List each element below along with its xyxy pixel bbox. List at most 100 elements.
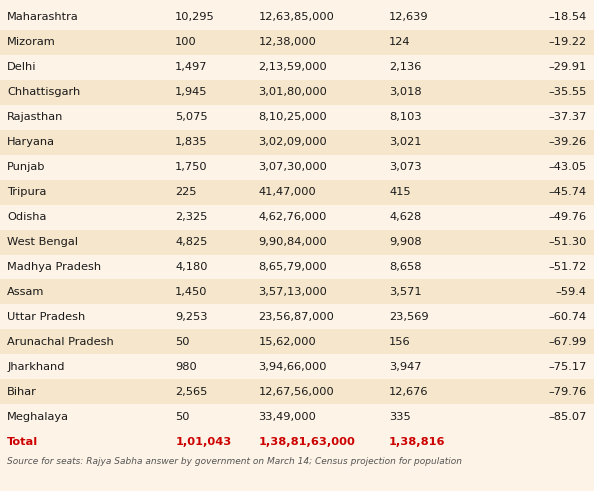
Text: 2,325: 2,325	[175, 212, 208, 222]
Bar	[0, 429, 594, 454]
Text: –29.91: –29.91	[549, 62, 587, 72]
Text: Chhattisgarh: Chhattisgarh	[7, 87, 80, 97]
Bar	[0, 180, 594, 205]
Text: 5,075: 5,075	[175, 112, 208, 122]
Text: Total: Total	[7, 436, 39, 447]
Text: Meghalaya: Meghalaya	[7, 412, 69, 422]
Bar	[0, 279, 594, 304]
Text: 2,13,59,000: 2,13,59,000	[258, 62, 327, 72]
Text: 3,021: 3,021	[389, 137, 422, 147]
Text: 4,180: 4,180	[175, 262, 208, 272]
Text: –35.55: –35.55	[548, 87, 587, 97]
Text: –60.74: –60.74	[549, 312, 587, 322]
Bar	[0, 254, 594, 279]
Text: 4,62,76,000: 4,62,76,000	[258, 212, 327, 222]
Text: 8,65,79,000: 8,65,79,000	[258, 262, 327, 272]
Bar	[0, 304, 594, 329]
Text: Odisha: Odisha	[7, 212, 46, 222]
Bar	[0, 30, 594, 55]
Text: 1,38,81,63,000: 1,38,81,63,000	[258, 436, 355, 447]
Text: –75.17: –75.17	[548, 362, 587, 372]
Text: 415: 415	[389, 187, 410, 197]
Text: Arunachal Pradesh: Arunachal Pradesh	[7, 337, 114, 347]
Text: Bihar: Bihar	[7, 387, 37, 397]
Text: 33,49,000: 33,49,000	[258, 412, 316, 422]
Text: 23,56,87,000: 23,56,87,000	[258, 312, 334, 322]
Text: –67.99: –67.99	[549, 337, 587, 347]
Text: 12,67,56,000: 12,67,56,000	[258, 387, 334, 397]
Text: –45.74: –45.74	[549, 187, 587, 197]
Text: Madhya Pradesh: Madhya Pradesh	[7, 262, 101, 272]
Text: 3,02,09,000: 3,02,09,000	[258, 137, 327, 147]
Text: –79.76: –79.76	[549, 387, 587, 397]
Text: 100: 100	[175, 37, 197, 47]
Text: 50: 50	[175, 337, 189, 347]
Text: 3,947: 3,947	[389, 362, 422, 372]
Text: –37.37: –37.37	[548, 112, 587, 122]
Text: 3,571: 3,571	[389, 287, 422, 297]
Text: Maharashtra: Maharashtra	[7, 12, 79, 23]
Text: Source for seats: Rajya Sabha answer by government on March 14; Census projectio: Source for seats: Rajya Sabha answer by …	[7, 457, 462, 465]
Bar	[0, 329, 594, 355]
Text: 3,94,66,000: 3,94,66,000	[258, 362, 327, 372]
Text: –43.05: –43.05	[549, 162, 587, 172]
Text: Delhi: Delhi	[7, 62, 37, 72]
Text: 9,90,84,000: 9,90,84,000	[258, 237, 327, 247]
Text: 156: 156	[389, 337, 410, 347]
Bar	[0, 130, 594, 155]
Text: Jharkhand: Jharkhand	[7, 362, 65, 372]
Bar	[0, 55, 594, 80]
Text: 980: 980	[175, 362, 197, 372]
Text: 335: 335	[389, 412, 411, 422]
Text: 4,628: 4,628	[389, 212, 421, 222]
Bar	[0, 355, 594, 380]
Text: 12,63,85,000: 12,63,85,000	[258, 12, 334, 23]
Text: 1,835: 1,835	[175, 137, 208, 147]
Text: –59.4: –59.4	[556, 287, 587, 297]
Text: 8,658: 8,658	[389, 262, 422, 272]
Text: 50: 50	[175, 412, 189, 422]
Text: Mizoram: Mizoram	[7, 37, 56, 47]
Text: 3,01,80,000: 3,01,80,000	[258, 87, 327, 97]
Text: 9,253: 9,253	[175, 312, 208, 322]
Text: 10,295: 10,295	[175, 12, 215, 23]
Text: 12,639: 12,639	[389, 12, 429, 23]
Text: 8,10,25,000: 8,10,25,000	[258, 112, 327, 122]
Text: 41,47,000: 41,47,000	[258, 187, 316, 197]
Text: 225: 225	[175, 187, 197, 197]
Text: Haryana: Haryana	[7, 137, 55, 147]
Text: 1,945: 1,945	[175, 87, 208, 97]
Bar	[0, 155, 594, 180]
Text: 3,57,13,000: 3,57,13,000	[258, 287, 327, 297]
Text: 9,908: 9,908	[389, 237, 422, 247]
Text: 23,569: 23,569	[389, 312, 429, 322]
Text: –85.07: –85.07	[548, 412, 587, 422]
Text: Tripura: Tripura	[7, 187, 46, 197]
Text: 1,750: 1,750	[175, 162, 208, 172]
Text: 1,450: 1,450	[175, 287, 208, 297]
Text: West Bengal: West Bengal	[7, 237, 78, 247]
Text: Rajasthan: Rajasthan	[7, 112, 64, 122]
Text: –39.26: –39.26	[549, 137, 587, 147]
Text: –49.76: –49.76	[549, 212, 587, 222]
Text: 3,073: 3,073	[389, 162, 422, 172]
Text: Uttar Pradesh: Uttar Pradesh	[7, 312, 86, 322]
Text: Punjab: Punjab	[7, 162, 46, 172]
Text: 8,103: 8,103	[389, 112, 422, 122]
Text: –51.72: –51.72	[549, 262, 587, 272]
Bar	[0, 205, 594, 230]
Text: –51.30: –51.30	[548, 237, 587, 247]
Text: –19.22: –19.22	[549, 37, 587, 47]
Bar	[0, 105, 594, 130]
Text: 124: 124	[389, 37, 410, 47]
Text: 12,676: 12,676	[389, 387, 428, 397]
Text: 15,62,000: 15,62,000	[258, 337, 316, 347]
Bar	[0, 5, 594, 30]
Text: 12,38,000: 12,38,000	[258, 37, 316, 47]
Bar	[0, 80, 594, 105]
Text: 3,07,30,000: 3,07,30,000	[258, 162, 327, 172]
Text: 1,01,043: 1,01,043	[175, 436, 232, 447]
Bar	[0, 230, 594, 254]
Bar	[0, 380, 594, 404]
Text: 1,38,816: 1,38,816	[389, 436, 446, 447]
